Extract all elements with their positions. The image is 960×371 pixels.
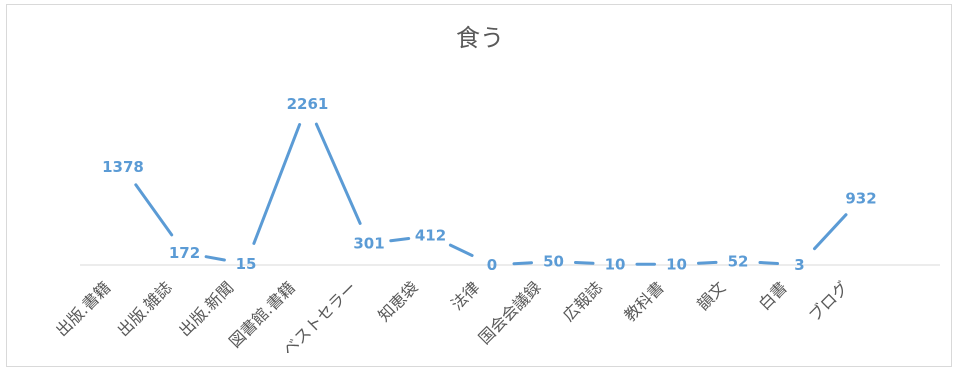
series-line-segment [574,261,595,265]
x-tick-label: 広報誌 [559,278,606,325]
x-tick-label: 国会会議録 [475,278,545,348]
x-tick-label: 出版.書籍 [52,278,114,340]
x-tick-label: 法律 [447,278,483,314]
series-line-segment [252,123,302,245]
series-line-segment [204,255,226,262]
series-group [134,122,848,266]
data-label: 932 [845,190,876,208]
series-line-segment [389,237,411,243]
series-line-segment [314,122,362,225]
x-tick-label: 出版.雑誌 [114,278,176,340]
data-label: 15 [236,255,257,273]
data-label: 172 [169,244,200,262]
data-label: 52 [728,252,749,270]
data-label: 10 [605,255,626,273]
series-line-segment [697,260,718,265]
x-tick-label: 出版.新聞 [175,278,237,340]
x-tick-label: 知恵袋 [374,278,421,325]
series-line-segment [512,261,533,266]
data-label: 1378 [102,158,144,176]
x-tick-label: 白書 [755,278,791,314]
data-label: 50 [543,252,564,270]
data-label: 3 [794,256,804,274]
data-labels-group: 1378 172 15 2261 301 412 0 50 10 10 52 3 932 [102,95,877,274]
data-label: 412 [415,227,446,245]
chart-frame [6,4,952,367]
x-tick-label: 教科書 [620,278,667,325]
chart-title: 食う [456,24,504,52]
data-label: 2261 [287,95,329,113]
data-label: 0 [487,256,497,274]
x-tick-label: ブログ [805,278,852,325]
series-line-segment [448,243,474,257]
series-line-segment [813,213,848,251]
data-label: 10 [666,255,687,273]
series-line-segment [134,183,174,237]
series-line-segment [758,261,779,265]
data-label: 301 [353,235,384,253]
x-tick-label: 韻文 [693,278,729,314]
